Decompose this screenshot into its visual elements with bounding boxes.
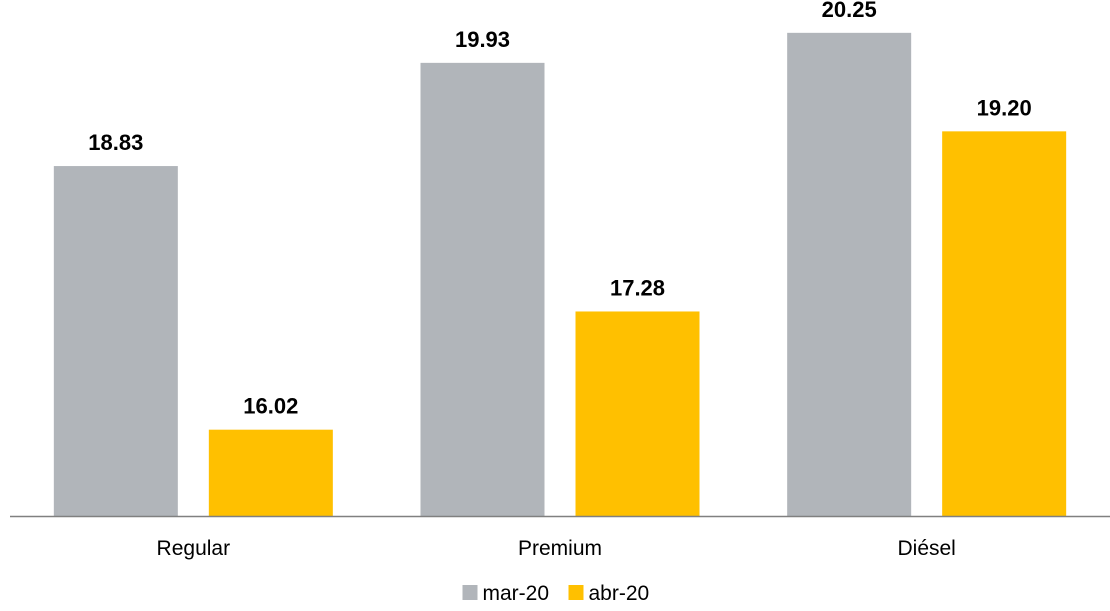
category-label-premium: Premium — [518, 537, 602, 560]
legend-swatch-abr-20 — [568, 585, 584, 600]
bar-regular-abr-20 — [208, 429, 333, 516]
value-label-premium-mar-20: 19.93 — [455, 27, 510, 52]
legend-swatch-mar-20 — [462, 585, 478, 600]
bar-premium-mar-20 — [420, 62, 545, 516]
bar-diesel-abr-20 — [942, 131, 1067, 516]
category-labels-layer: Regular Premium Diésel — [157, 537, 956, 560]
value-labels-layer: 18.83 16.02 19.93 17.28 20.25 19.20 — [88, 0, 1031, 419]
bars-layer — [53, 32, 1067, 517]
bar-diesel-mar-20 — [787, 32, 912, 516]
category-label-diesel: Diésel — [897, 537, 955, 560]
legend: mar-20 abr-20 — [462, 582, 650, 605]
category-label-regular: Regular — [157, 537, 231, 560]
bar-premium-abr-20 — [575, 311, 700, 516]
value-label-diesel-mar-20: 20.25 — [822, 0, 877, 22]
value-label-regular-abr-20: 16.02 — [243, 394, 298, 419]
value-label-regular-mar-20: 18.83 — [88, 130, 143, 155]
value-label-diesel-abr-20: 19.20 — [977, 95, 1032, 120]
value-label-premium-abr-20: 17.28 — [610, 275, 665, 300]
legend-label-mar-20: mar-20 — [483, 582, 550, 605]
bar-regular-mar-20 — [53, 166, 178, 517]
legend-label-abr-20: abr-20 — [589, 582, 650, 605]
